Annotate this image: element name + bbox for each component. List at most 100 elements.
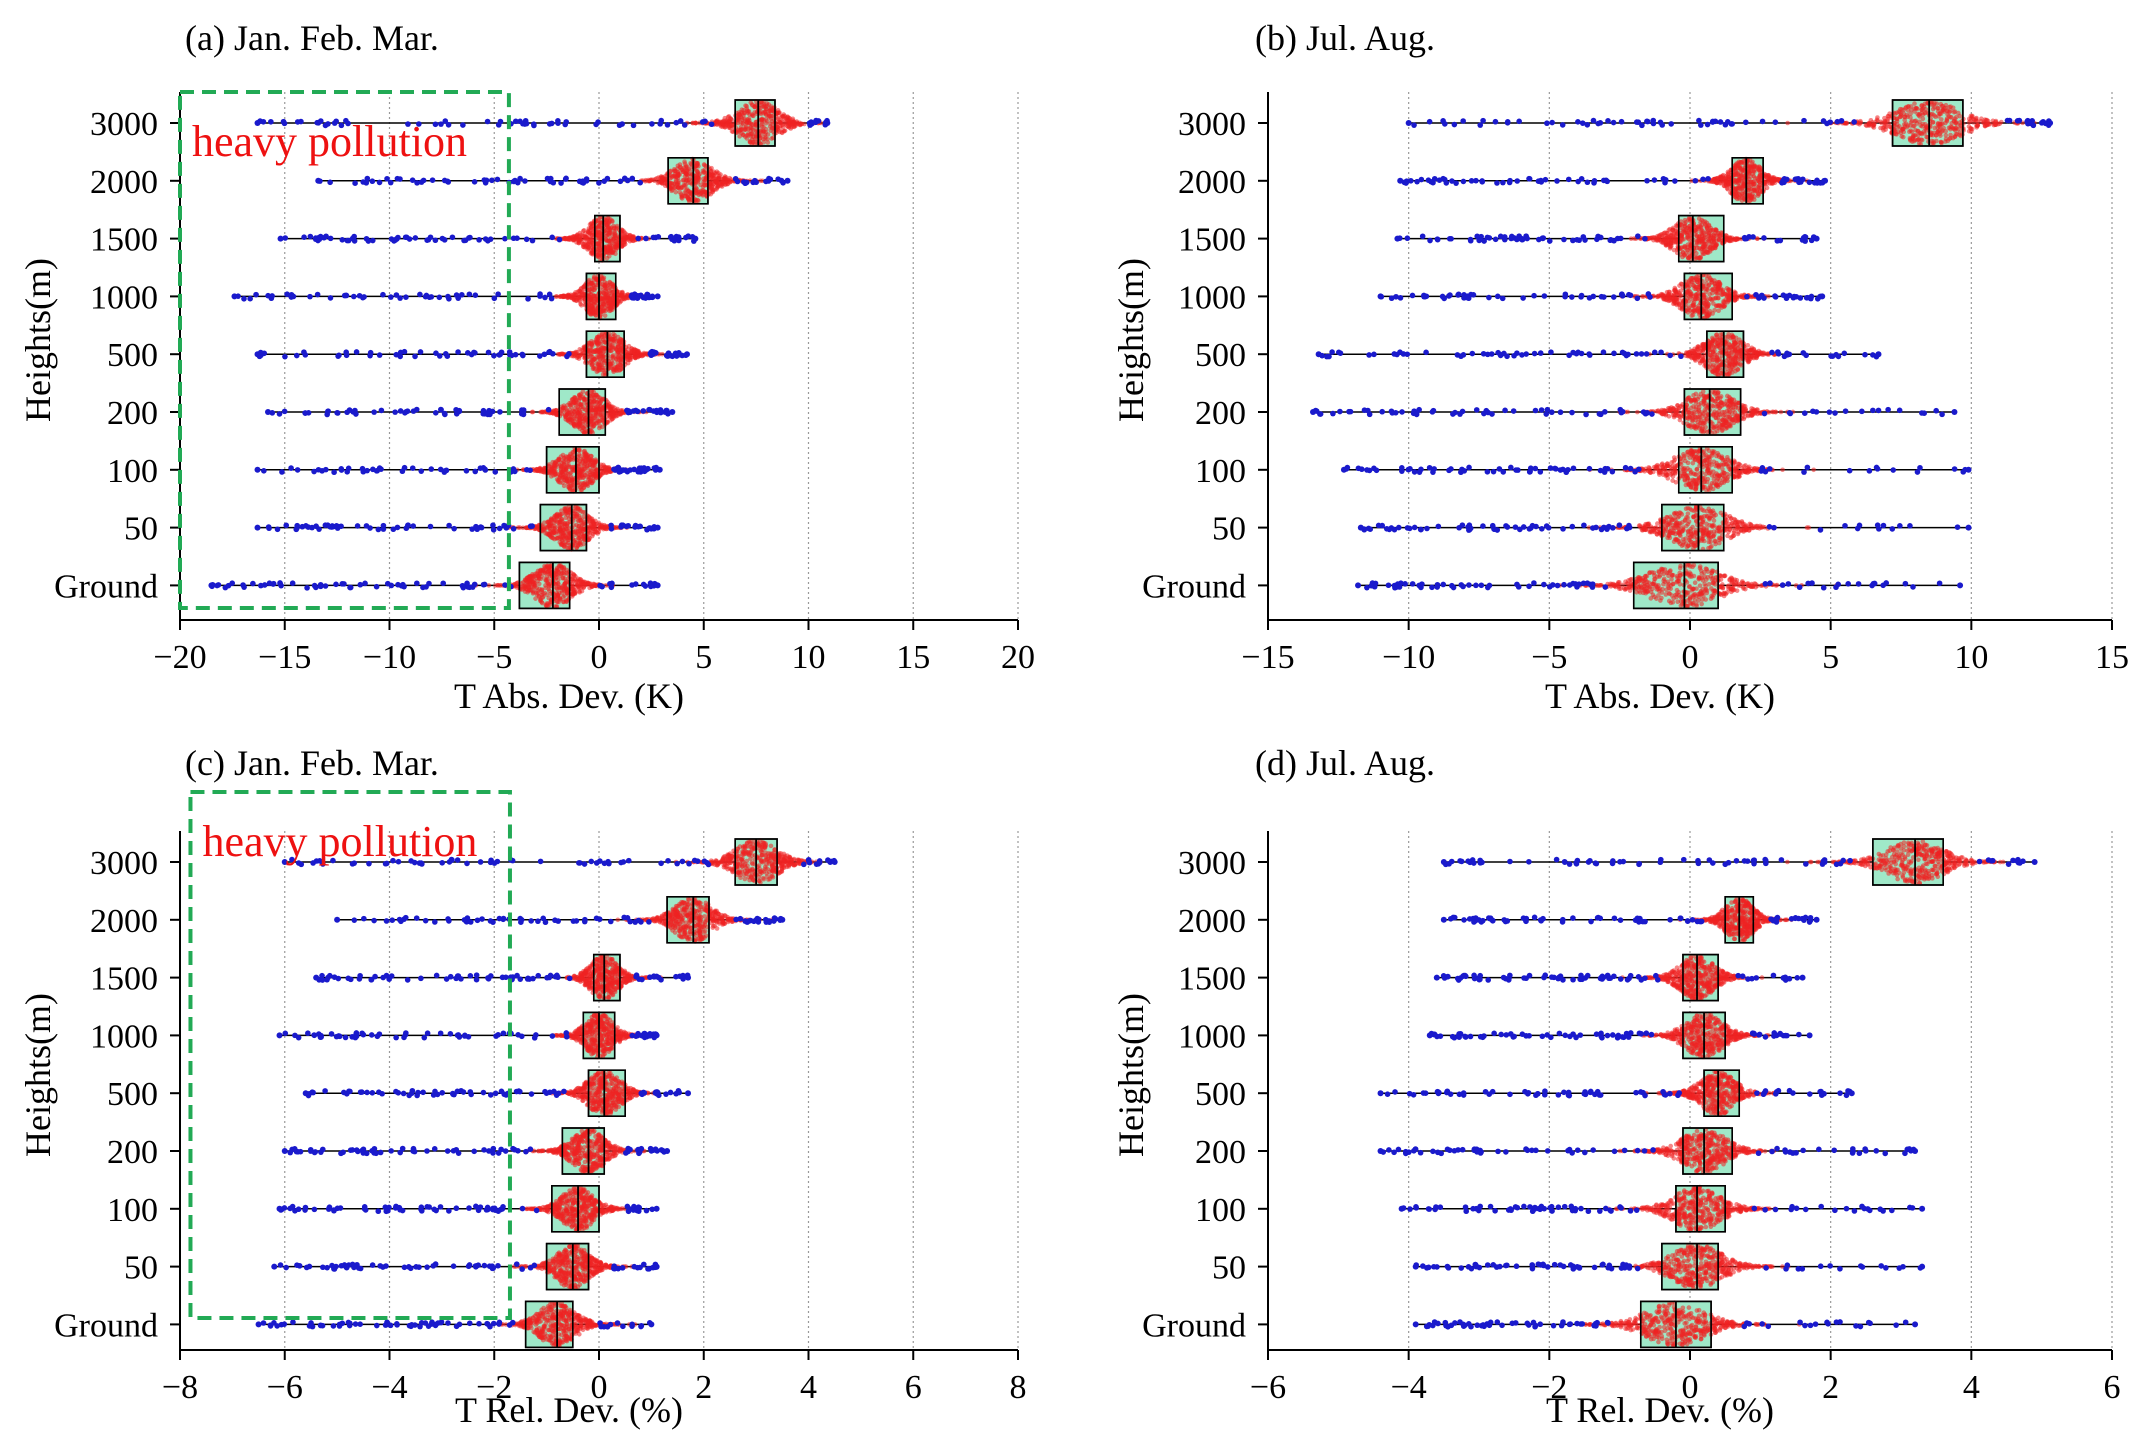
- point-inner: [622, 234, 628, 239]
- point-inner: [683, 183, 688, 188]
- point-outer: [473, 523, 479, 530]
- point-inner: [560, 575, 565, 581]
- point-inner: [584, 482, 590, 487]
- point-inner: [1979, 116, 1984, 122]
- point-inner: [607, 288, 612, 294]
- point-inner: [579, 303, 584, 308]
- point-outer: [664, 122, 671, 128]
- point-inner: [615, 406, 620, 412]
- point-outer: [341, 292, 348, 299]
- point-outer: [481, 581, 488, 588]
- y-tick-label: 1500: [90, 222, 158, 259]
- point-inner: [1893, 111, 1898, 116]
- point-inner: [587, 462, 593, 468]
- point-outer: [648, 583, 654, 590]
- point-inner: [555, 581, 561, 586]
- point-inner: [715, 119, 720, 125]
- point-outer: [276, 411, 283, 417]
- point-inner: [589, 428, 595, 434]
- point-inner: [1932, 125, 1938, 131]
- point-max: [784, 177, 791, 184]
- point-outer: [512, 118, 519, 125]
- point-inner: [570, 576, 575, 582]
- point-outer: [417, 349, 424, 355]
- point-inner: [583, 429, 588, 435]
- point-outer: [317, 581, 324, 588]
- point-inner: [577, 393, 583, 398]
- point-inner: [589, 533, 595, 539]
- point-outer: [331, 469, 337, 476]
- point-inner: [1902, 122, 1907, 127]
- point-inner: [608, 412, 614, 417]
- point-inner: [630, 235, 635, 240]
- point-inner: [599, 332, 605, 338]
- point-inner: [552, 464, 558, 469]
- point-outer: [378, 466, 384, 472]
- point-inner: [1973, 116, 1979, 122]
- point-inner: [570, 449, 575, 455]
- point-outer: [482, 236, 489, 242]
- point-inner: [495, 582, 501, 588]
- point-inner: [578, 582, 584, 588]
- point-inner: [606, 468, 612, 474]
- point-outer: [395, 581, 401, 588]
- point-inner: [676, 182, 681, 188]
- point-inner: [1886, 114, 1891, 119]
- point-inner: [635, 354, 640, 360]
- point-inner: [555, 595, 561, 601]
- point-inner: [682, 159, 687, 165]
- point-inner: [615, 364, 620, 370]
- point-outer: [376, 352, 383, 358]
- point-outer: [356, 292, 363, 299]
- point-outer: [281, 408, 288, 415]
- point-inner: [1984, 117, 1990, 123]
- point-inner: [780, 124, 786, 129]
- point-inner: [564, 588, 570, 594]
- point-outer: [487, 411, 493, 418]
- point-outer: [322, 122, 329, 129]
- point-inner: [711, 181, 716, 187]
- point-inner: [589, 220, 594, 226]
- point-outer: [387, 179, 394, 186]
- point-inner: [589, 362, 595, 368]
- point-inner: [746, 120, 752, 126]
- point-inner: [592, 357, 598, 362]
- point-inner: [682, 174, 688, 179]
- point-outer: [459, 582, 466, 589]
- point-min: [254, 120, 261, 126]
- point-outer: [420, 584, 426, 591]
- point-outer: [545, 406, 552, 413]
- point-outer: [418, 179, 425, 185]
- point-inner: [572, 394, 577, 400]
- point-inner: [515, 525, 521, 530]
- point-inner: [586, 340, 592, 346]
- point-inner: [608, 348, 614, 354]
- point-inner: [614, 245, 620, 251]
- point-outer: [241, 295, 247, 302]
- y-tick-label: 3000: [90, 106, 158, 143]
- point-inner: [741, 121, 746, 127]
- point-inner: [613, 251, 618, 257]
- point-outer: [657, 121, 663, 127]
- point-max: [654, 524, 661, 531]
- point-inner: [720, 179, 726, 184]
- x-tick-label: 15: [896, 639, 930, 676]
- point-outer: [489, 177, 495, 184]
- point-inner: [584, 240, 589, 245]
- point-outer: [807, 120, 813, 127]
- point-outer: [743, 179, 750, 186]
- point-outer: [367, 525, 373, 531]
- point-inner: [621, 239, 627, 244]
- point-inner: [726, 114, 732, 119]
- point-inner: [576, 518, 581, 524]
- point-inner: [1938, 139, 1944, 145]
- point-max: [824, 120, 831, 126]
- point-outer: [622, 467, 629, 473]
- point-inner: [745, 109, 751, 114]
- point-inner: [593, 518, 598, 524]
- point-inner: [530, 572, 535, 577]
- point-inner: [601, 350, 606, 355]
- point-inner: [627, 357, 632, 363]
- point-outer: [380, 522, 387, 529]
